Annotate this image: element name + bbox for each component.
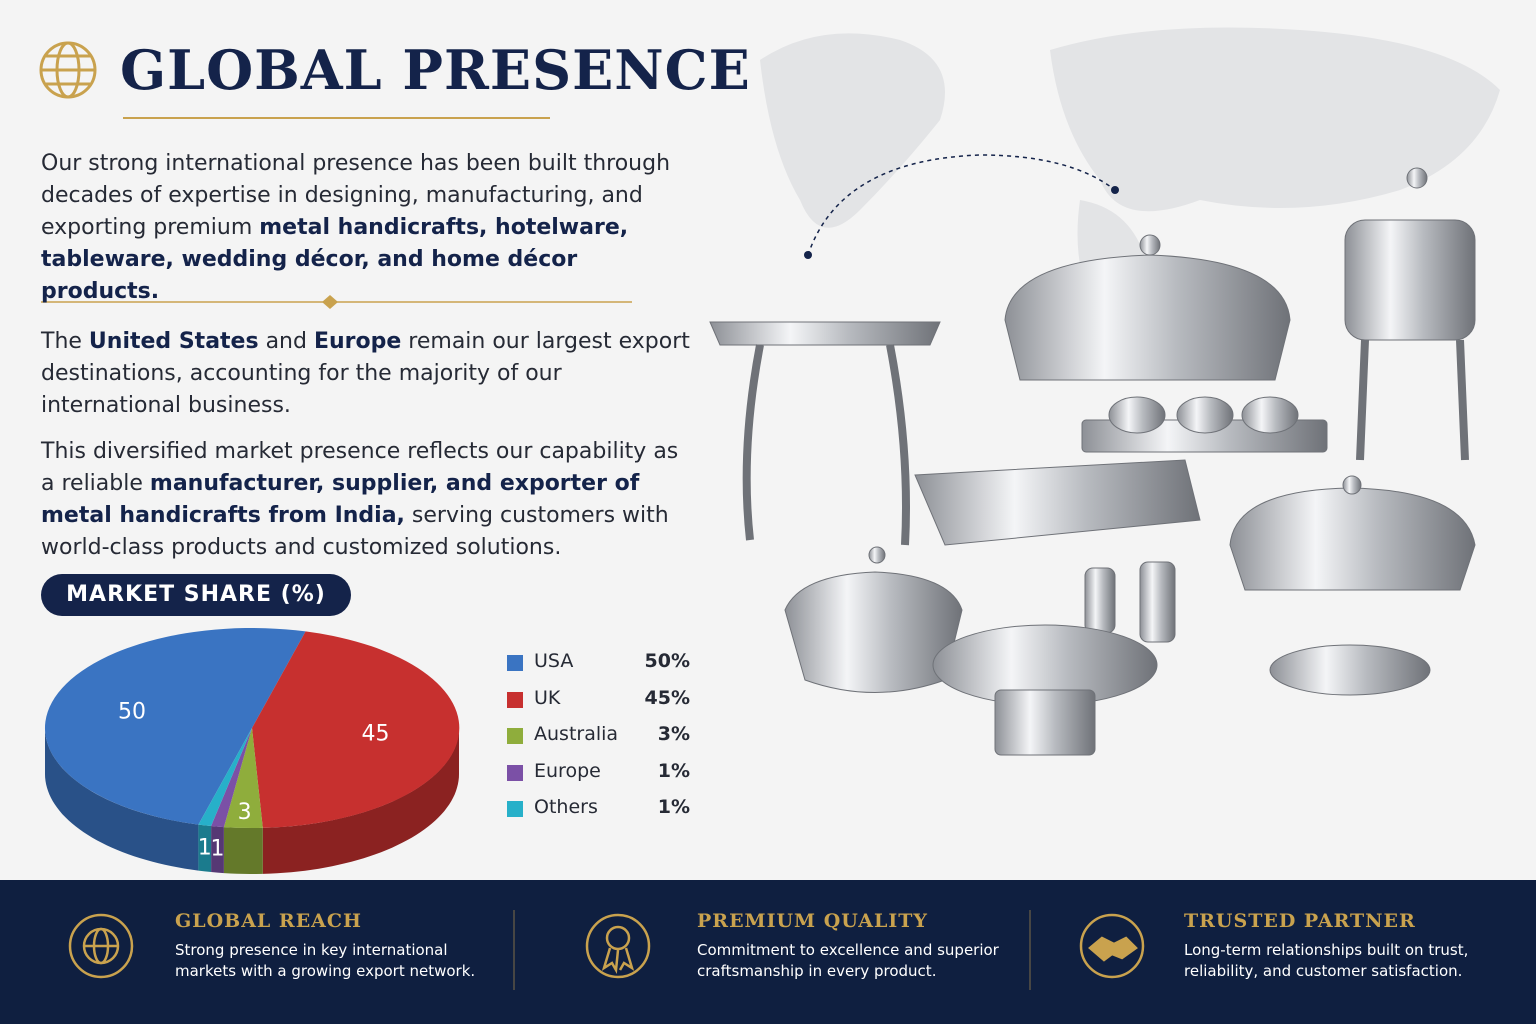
slice-side	[262, 728, 459, 874]
slice-label: 1	[211, 837, 225, 862]
legend-label: Europe	[534, 759, 601, 782]
slice	[211, 728, 252, 828]
text: serving customers with world-class produ…	[41, 503, 669, 560]
legend-value: 45%	[644, 686, 690, 709]
footer-band	[0, 880, 1536, 1024]
slice-label: 3	[238, 800, 252, 825]
legend-label: USA	[534, 650, 574, 672]
legend-value: 1%	[657, 796, 690, 818]
route	[807, 154, 1116, 256]
slice	[252, 631, 460, 828]
bold-text: manufacturer, supplier, and exporter of …	[41, 471, 640, 528]
legend-value: 1%	[657, 759, 690, 782]
legend-label: Others	[534, 796, 598, 818]
paragraph: The United States and Europe remain our …	[41, 326, 691, 422]
slice-side	[45, 728, 199, 871]
divider-diamond	[322, 295, 338, 309]
legend-swatch	[507, 801, 523, 817]
route-dot	[804, 251, 812, 259]
legend-swatch	[507, 691, 523, 708]
feature-text: Strong presence in key international mar…	[175, 941, 476, 980]
slice	[44, 627, 306, 825]
slice	[198, 728, 252, 826]
feature-text: Long-term relationships built on trust, …	[1184, 941, 1469, 980]
bold-text: metal handicrafts, hotelware, tableware,…	[41, 215, 629, 304]
legend-value: 3%	[657, 723, 690, 745]
title-icon	[39, 41, 97, 99]
text: remain our largest export destinations, …	[41, 329, 690, 418]
slice-side	[211, 826, 224, 874]
slice	[223, 728, 263, 829]
feature-title: GLOBAL REACH	[175, 910, 362, 932]
slice-side	[198, 824, 212, 872]
legend-swatch	[507, 764, 523, 781]
slice-label: 1	[198, 835, 212, 860]
text: The	[41, 329, 89, 354]
bold-text: Europe	[313, 329, 402, 354]
legend-value: 50%	[644, 650, 690, 672]
legend-swatch	[507, 655, 523, 671]
feature-text: Commitment to excellence and superior cr…	[697, 941, 999, 980]
paragraph: This diversified market presence reflect…	[41, 436, 691, 564]
chart-title: MARKET SHARE (%)	[41, 574, 351, 616]
feature-title: TRUSTED PARTNER	[1184, 910, 1416, 932]
page-title: GLOBAL PRESENCE	[120, 38, 751, 102]
paragraph: Our strong international presence has be…	[41, 148, 691, 308]
legend-label: UK	[534, 686, 561, 709]
text: and	[258, 329, 314, 354]
slice-label: 45	[362, 721, 390, 746]
slice-label: 50	[118, 700, 146, 725]
legend-swatch	[507, 728, 523, 744]
footer-icons	[68, 913, 1145, 979]
route-dot	[1111, 186, 1119, 194]
slice-side	[223, 827, 263, 874]
products	[709, 167, 1476, 756]
feature-title: PREMIUM QUALITY	[697, 910, 928, 932]
bold-text: United States	[88, 329, 259, 354]
text: This diversified market presence reflect…	[41, 439, 679, 496]
legend-label: Australia	[534, 723, 619, 745]
text: Our strong international presence has be…	[41, 151, 671, 240]
